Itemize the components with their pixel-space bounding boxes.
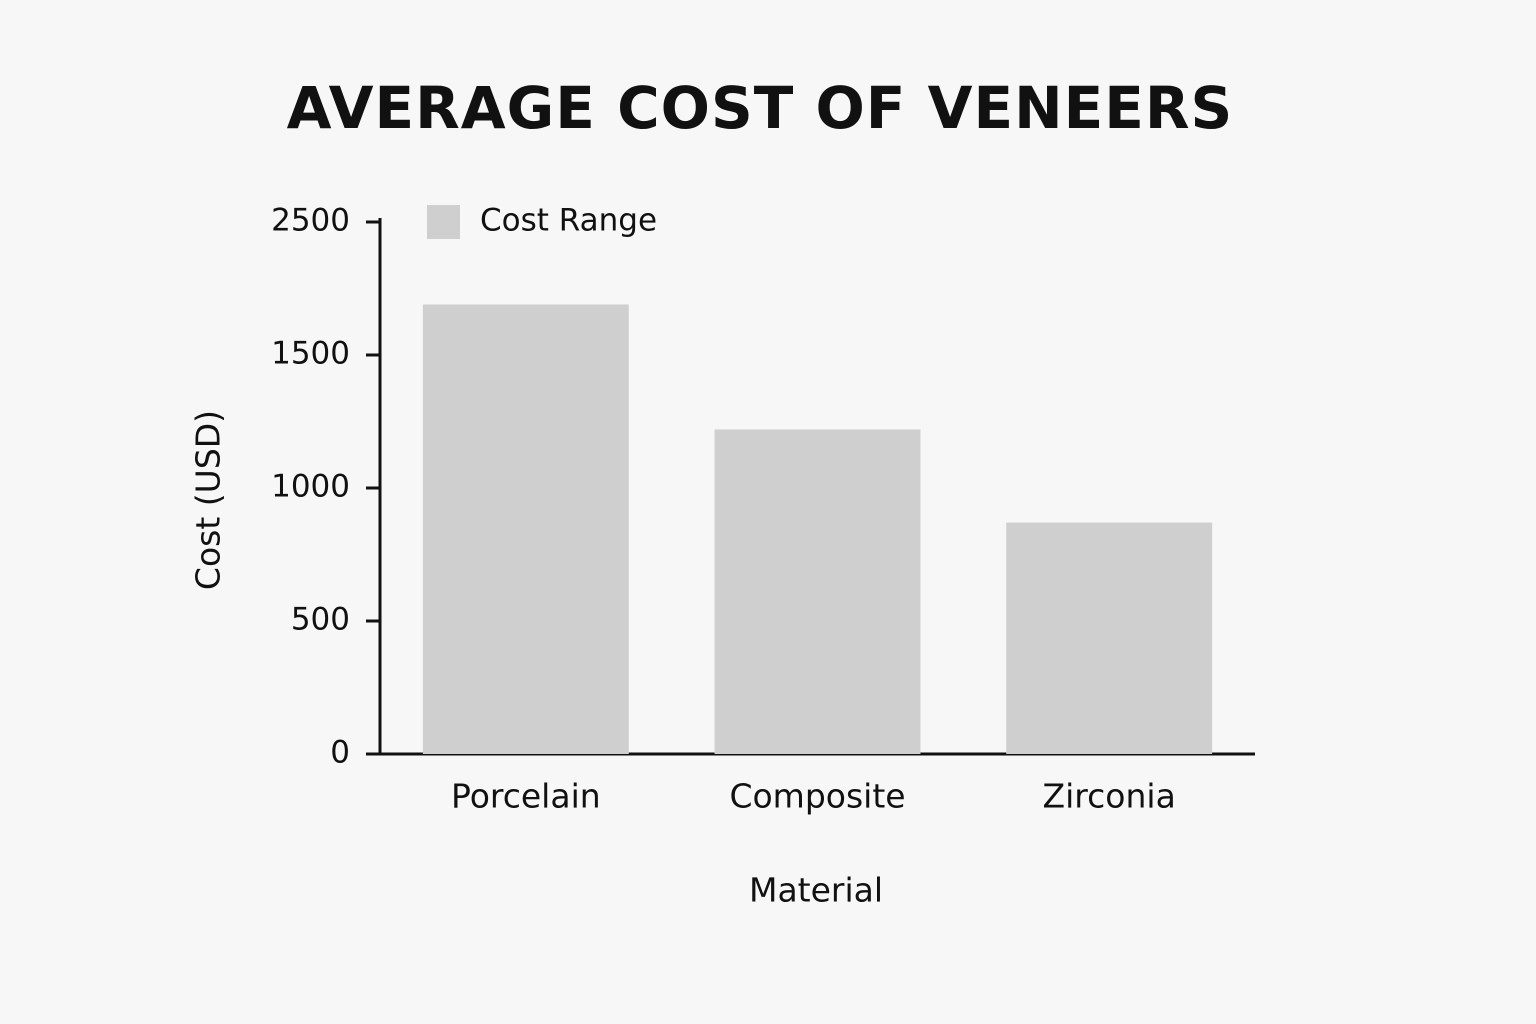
chart-title: AVERAGE COST OF VENEERS — [287, 74, 1234, 142]
y-tick-label: 1000 — [271, 469, 350, 505]
y-tick-label: 2500 — [271, 203, 350, 239]
legend-swatch — [427, 205, 460, 239]
y-tick-label: 500 — [291, 602, 350, 638]
legend-label: Cost Range — [480, 203, 657, 239]
x-tick-label: Porcelain — [451, 777, 601, 816]
bar — [422, 304, 629, 754]
bar — [714, 429, 921, 754]
x-tick-label: Composite — [729, 777, 905, 816]
y-tick-label: 0 — [330, 735, 350, 771]
y-tick-label: 1500 — [271, 336, 350, 372]
bar — [1006, 522, 1213, 754]
y-axis-label: Cost (USD) — [189, 410, 228, 590]
x-tick-label: Zirconia — [1043, 777, 1176, 816]
x-axis-label: Material — [749, 871, 883, 910]
